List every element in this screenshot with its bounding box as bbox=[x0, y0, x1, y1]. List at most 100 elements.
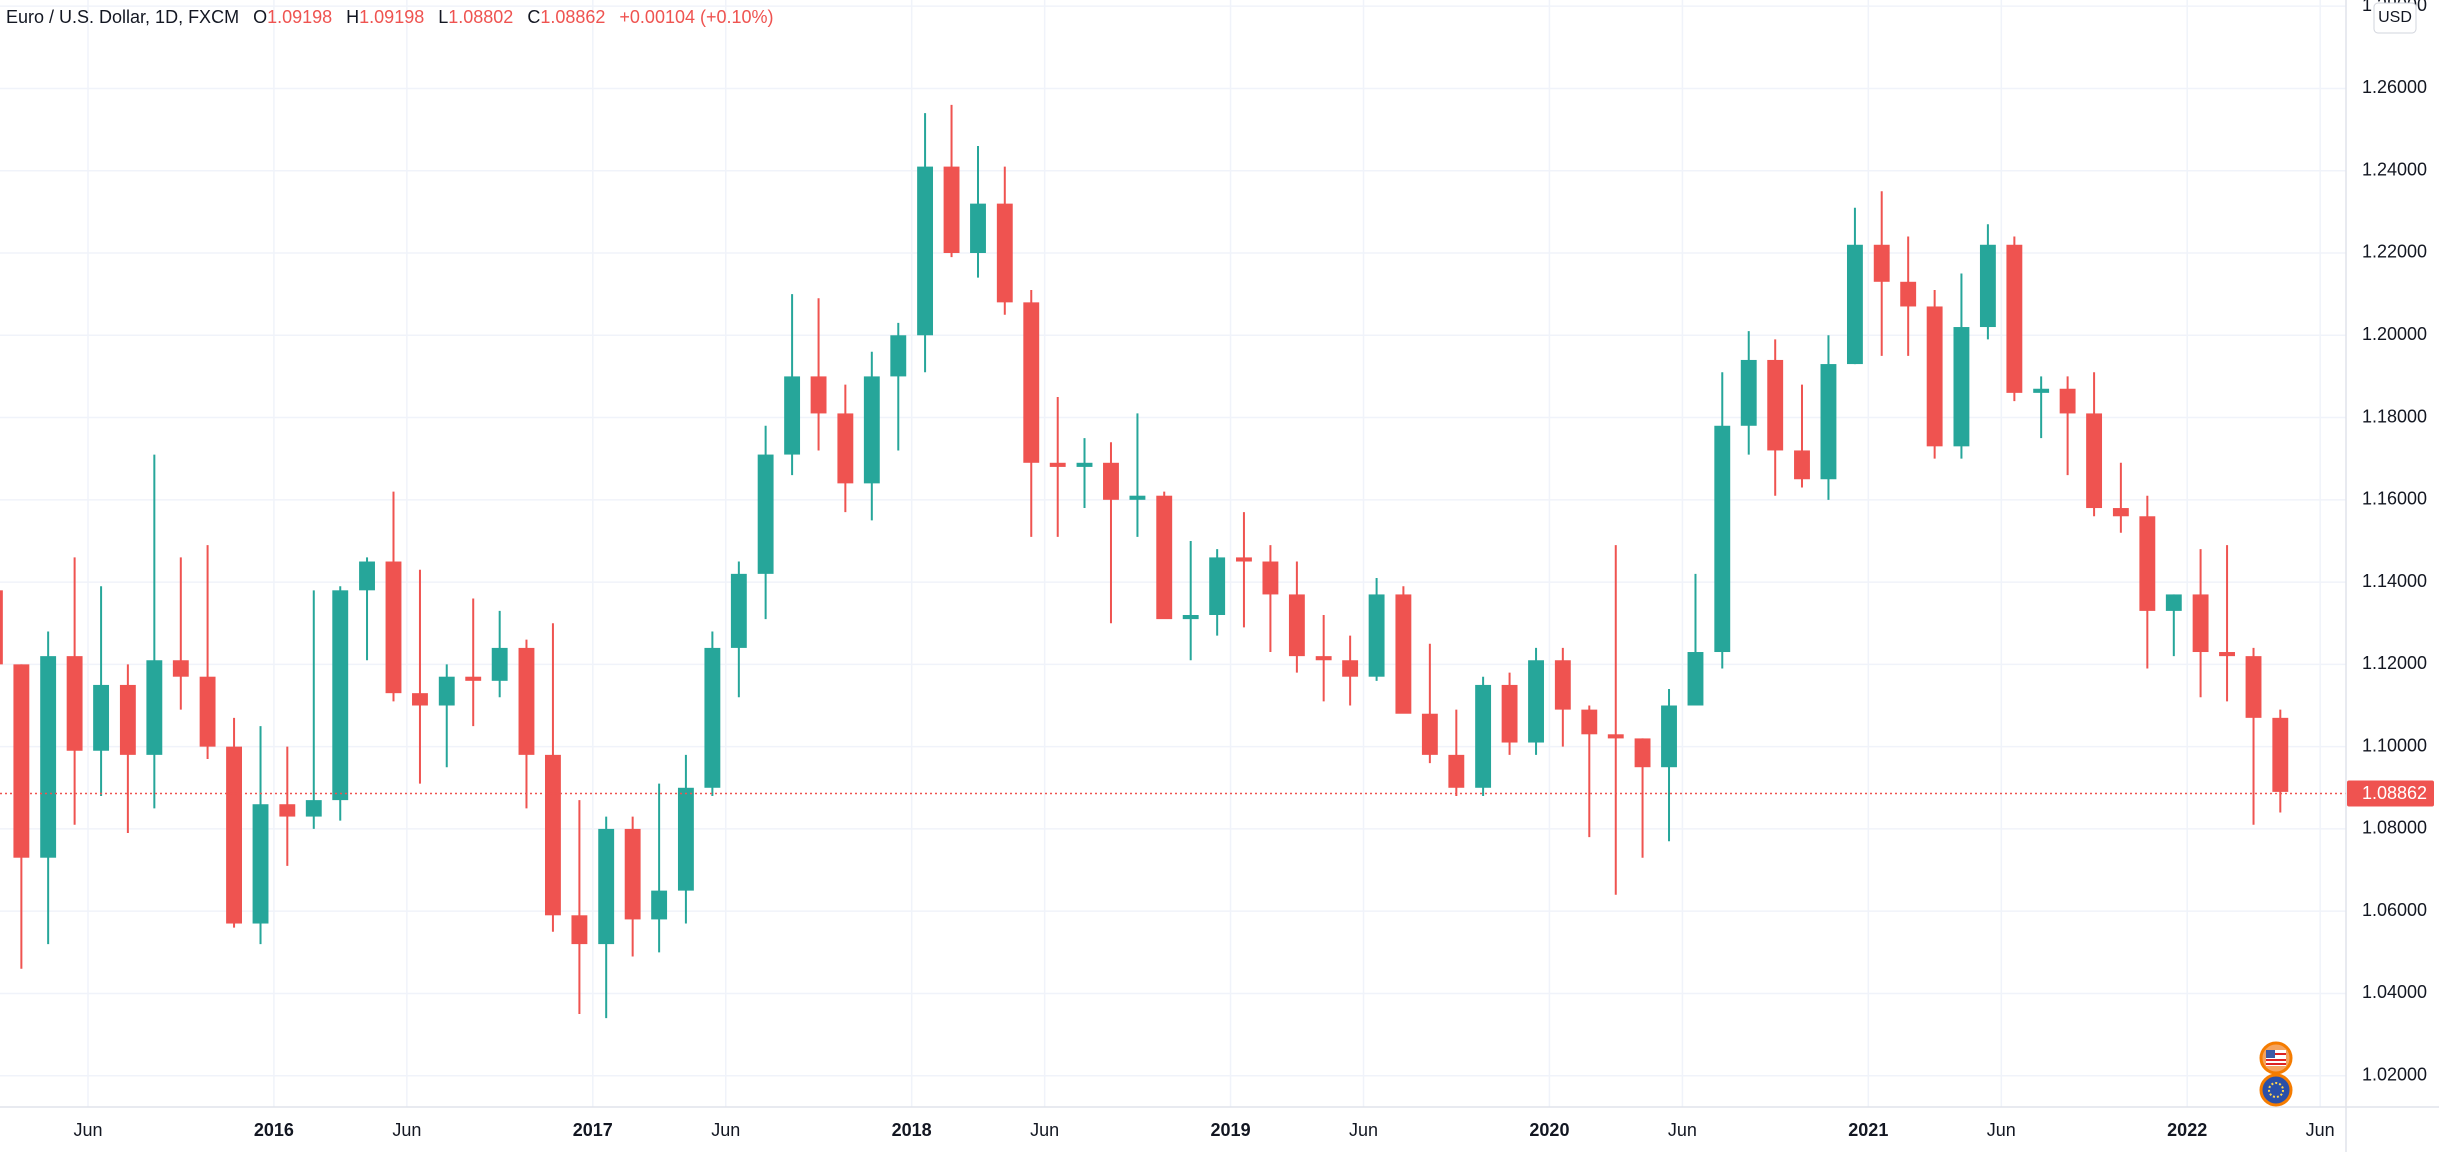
candle-body bbox=[863, 376, 880, 484]
candle-body bbox=[359, 561, 375, 591]
candle-body bbox=[385, 561, 402, 694]
ohlc-value: 1.08802 bbox=[448, 7, 513, 27]
candle-body bbox=[1421, 713, 1438, 755]
candle-body bbox=[2245, 656, 2262, 718]
candle-body bbox=[890, 335, 907, 377]
candle-body bbox=[2006, 244, 2023, 393]
x-tick-label: 2020 bbox=[1529, 1120, 1569, 1140]
candle-body bbox=[279, 804, 296, 817]
y-tick-label: 1.02000 bbox=[2362, 1064, 2427, 1084]
ohlc-value: 1.08862 bbox=[540, 7, 605, 27]
candle-body bbox=[571, 915, 588, 945]
currency-button[interactable] bbox=[2373, 2, 2417, 34]
candle-body bbox=[66, 656, 83, 751]
x-tick-label: Jun bbox=[2306, 1120, 2335, 1140]
candle-body bbox=[2219, 652, 2235, 657]
candle-body bbox=[1049, 462, 1066, 467]
candle-body bbox=[970, 203, 986, 253]
candle-body bbox=[2272, 717, 2289, 792]
candle-body bbox=[2112, 508, 2129, 517]
candle-body bbox=[1953, 327, 1970, 447]
y-tick-label: 1.16000 bbox=[2362, 489, 2427, 509]
candle-body bbox=[996, 203, 1013, 303]
candle-body bbox=[544, 754, 561, 916]
candle-body bbox=[1475, 684, 1492, 788]
y-tick-label: 1.26000 bbox=[2362, 77, 2427, 97]
candle-body bbox=[119, 684, 136, 755]
candle-body bbox=[810, 376, 827, 414]
candle-body bbox=[837, 413, 854, 484]
currency-label[interactable]: USD bbox=[2378, 9, 2412, 26]
ohlc-key: O bbox=[253, 7, 267, 27]
candle-body bbox=[1448, 754, 1465, 788]
x-tick-label: Jun bbox=[1349, 1120, 1378, 1140]
x-tick-label: 2016 bbox=[254, 1120, 294, 1140]
event-icons bbox=[2259, 1041, 2293, 1107]
candle-body bbox=[1794, 450, 1810, 480]
ohlc-value: 1.09198 bbox=[267, 7, 332, 27]
x-tick-label: 2021 bbox=[1848, 1120, 1888, 1140]
candle-body bbox=[784, 376, 801, 455]
candle-body bbox=[1554, 660, 1571, 710]
candle-body bbox=[1528, 660, 1544, 743]
candle-body bbox=[438, 676, 455, 706]
candle-body bbox=[1288, 594, 1305, 657]
y-tick-label: 1.14000 bbox=[2362, 571, 2427, 591]
y-tick-label: 1.22000 bbox=[2362, 242, 2427, 262]
candle-body bbox=[1714, 425, 1731, 653]
candle-body bbox=[598, 828, 615, 945]
candle-body bbox=[0, 590, 3, 665]
candle-body bbox=[305, 800, 322, 817]
candle-body bbox=[1156, 495, 1173, 620]
x-tick-label: Jun bbox=[392, 1120, 421, 1140]
y-tick-label: 1.04000 bbox=[2362, 982, 2427, 1002]
candle-body bbox=[624, 828, 641, 920]
x-tick-label: 2019 bbox=[1211, 1120, 1251, 1140]
candle-body bbox=[13, 664, 30, 858]
candle-body bbox=[1634, 738, 1651, 768]
candle-body bbox=[1342, 660, 1359, 677]
candle-body bbox=[917, 166, 934, 336]
candle-body bbox=[1873, 244, 1890, 282]
candle-body bbox=[730, 573, 747, 648]
y-tick-label: 1.10000 bbox=[2362, 735, 2427, 755]
eu-flag-icon[interactable] bbox=[2259, 1073, 2293, 1107]
last-price-box bbox=[2347, 780, 2434, 807]
candle-body bbox=[1395, 594, 1412, 714]
ohlc-key: L bbox=[438, 7, 448, 27]
candle-body bbox=[332, 590, 349, 801]
candle-body bbox=[651, 890, 668, 920]
candles bbox=[0, 104, 2289, 1019]
candle-body bbox=[1767, 359, 1784, 451]
candle-body bbox=[412, 693, 428, 706]
candle-body bbox=[2033, 388, 2050, 393]
y-tick-label: 1.18000 bbox=[2362, 406, 2427, 426]
candle-body bbox=[491, 647, 508, 681]
candle-body bbox=[2086, 413, 2103, 509]
candle-body bbox=[172, 660, 189, 677]
candle-body bbox=[1209, 557, 1226, 615]
candle-body bbox=[1076, 462, 1093, 467]
candle-body bbox=[1926, 306, 1943, 447]
ohlc-key: H bbox=[346, 7, 359, 27]
x-tick-label: Jun bbox=[73, 1120, 102, 1140]
x-tick-label: Jun bbox=[1987, 1120, 2016, 1140]
candle-body bbox=[2165, 594, 2182, 611]
candle-body bbox=[704, 647, 721, 788]
candle-body bbox=[2139, 516, 2156, 611]
candle-body bbox=[465, 676, 482, 681]
ohlc-value: 1.09198 bbox=[359, 7, 424, 27]
candle-body bbox=[40, 656, 57, 858]
candle-body bbox=[1182, 615, 1199, 620]
candle-body bbox=[1103, 462, 1119, 500]
last-price-label: 1.08862 bbox=[2362, 783, 2427, 803]
candle-body bbox=[943, 166, 960, 253]
candle-body bbox=[199, 676, 216, 747]
candle-body bbox=[1820, 364, 1837, 480]
candle-body bbox=[1979, 244, 1996, 328]
y-tick-label: 1.24000 bbox=[2362, 159, 2427, 179]
us-flag-canton bbox=[2266, 1050, 2275, 1058]
x-tick-label: 2022 bbox=[2167, 1120, 2207, 1140]
